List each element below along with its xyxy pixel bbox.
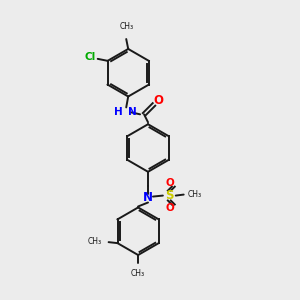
Text: Cl: Cl [84, 52, 95, 62]
Text: O: O [165, 203, 174, 214]
Text: H: H [113, 107, 122, 117]
Text: CH₃: CH₃ [188, 190, 202, 199]
Text: CH₃: CH₃ [131, 269, 145, 278]
Text: CH₃: CH₃ [88, 237, 102, 246]
Text: N: N [128, 107, 137, 117]
Text: N: N [143, 191, 153, 204]
Text: O: O [153, 94, 163, 107]
Text: O: O [165, 178, 174, 188]
Text: S: S [166, 189, 174, 202]
Text: CH₃: CH₃ [119, 22, 133, 31]
